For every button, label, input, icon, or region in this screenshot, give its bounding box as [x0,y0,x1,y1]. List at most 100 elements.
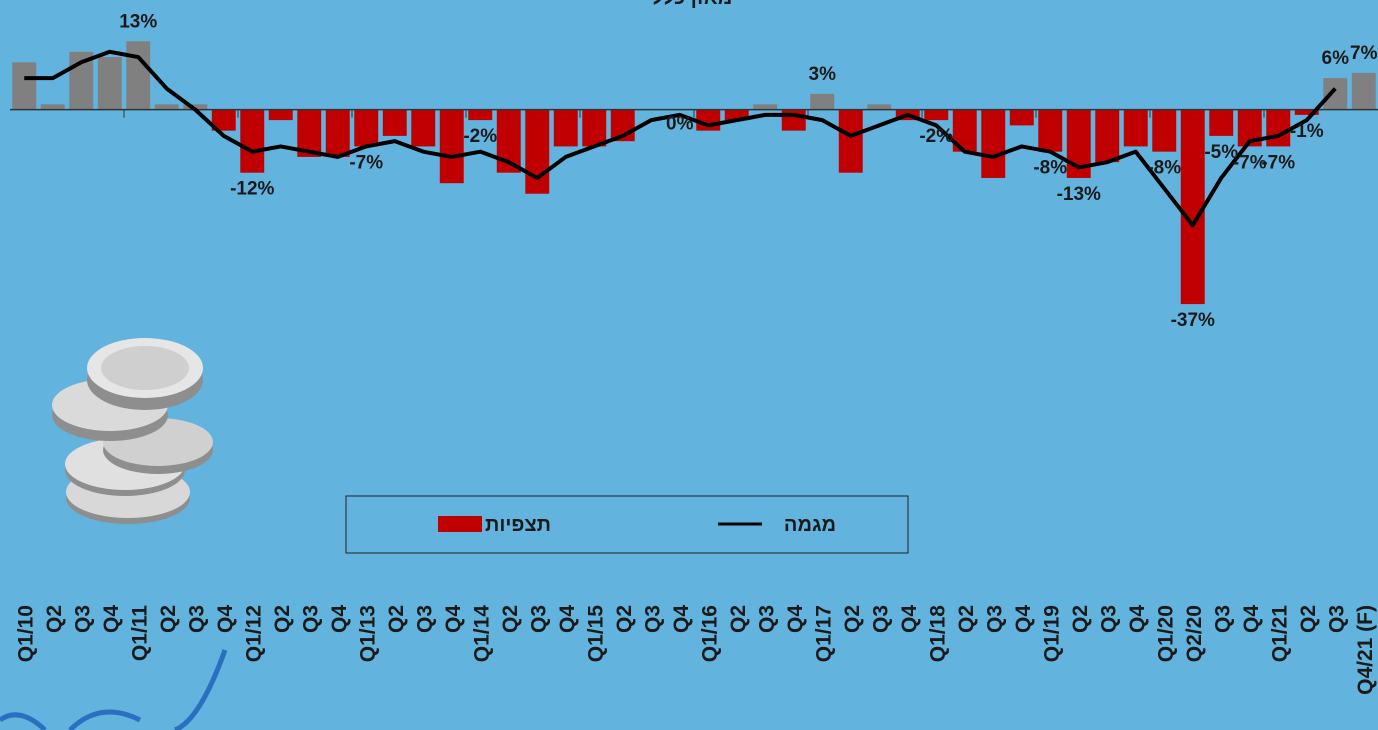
data-label: -8% [1147,158,1181,179]
x-tick-label: Q3 [413,605,436,633]
bar [781,109,806,131]
bar [126,41,151,110]
data-label: -37% [1171,310,1215,331]
bar [1323,78,1348,110]
x-tick-label: Q3 [71,605,94,633]
x-tick-label: Q3 [641,605,664,633]
x-tick-label: Q2 [1069,605,1092,633]
legend-bar-swatch [438,516,482,532]
data-label: 3% [809,64,837,85]
bar [810,93,835,110]
x-tick-label: Q1/13 [356,605,379,662]
bar [582,109,607,147]
x-tick-label: Q4 [898,605,921,633]
bar [1123,109,1148,147]
logo [0,649,228,730]
data-label: -7% [349,152,383,173]
bar [1180,109,1205,305]
bar [553,109,578,147]
x-tick-label: Q4 [1240,605,1263,633]
bar [1266,109,1291,147]
x-tick-label: Q1/21 [1268,605,1291,663]
x-tick-label: Q2 [955,605,978,633]
x-tick-label: Q3 [527,605,550,633]
bar [1009,109,1034,126]
bar [439,109,464,184]
x-tick-label: Q2 [1297,605,1320,633]
data-label: 0% [666,114,694,135]
data-label: -1% [1290,121,1324,142]
x-tick-label: Q2 [613,605,636,633]
bar [468,109,493,121]
x-tick-label: Q1/16 [698,605,721,662]
x-tick-label: Q2 [841,605,864,633]
bar [753,104,778,110]
legend-label: תצפיות [485,514,551,536]
x-tick-label: Q3 [983,605,1006,633]
x-tick-label: Q4/21 (F) [1354,605,1377,695]
legend-label: מגמה [784,514,836,536]
x-tick-label: Q1/17 [812,605,835,662]
x-tick-label: Q1/18 [926,605,949,663]
bar [354,109,379,147]
data-label: -8% [1033,158,1067,179]
bar [1294,109,1319,115]
bar [1066,109,1091,178]
bar [496,109,521,173]
trend-line [24,49,1337,228]
x-tick-label: Q3 [185,605,208,633]
bar [1351,72,1376,110]
bar [1038,109,1063,152]
x-tick-label: Q1/14 [470,605,493,663]
data-label: -2% [463,126,497,147]
x-tick-label: Q3 [1097,605,1120,633]
bar [838,109,863,173]
x-tick-label: Q3 [1211,605,1234,633]
bar [211,109,236,131]
bar [297,109,322,157]
bar [411,109,436,147]
data-label: 13% [119,11,157,32]
x-tick-label: Q2 [271,605,294,633]
data-label: -7% [1261,152,1295,173]
bar [325,109,350,157]
x-tick-label: Q2 [385,605,408,633]
x-tick-label: Q4 [556,605,579,633]
bar [924,109,949,121]
bar [1095,109,1120,163]
x-tick-label: Q1/12 [242,605,265,662]
legend-box [345,495,909,554]
x-tick-label: Q4 [1126,605,1149,633]
x-tick-label: Q4 [784,605,807,633]
x-tick-label: Q3 [1325,605,1348,633]
x-tick-label: Q3 [869,605,892,633]
x-tick-label: Q2/20 [1183,605,1206,662]
x-tick-label: Q4 [214,605,237,633]
x-tick-label: Q1/20 [1154,605,1177,662]
bar [154,104,179,110]
data-label: -5% [1204,142,1238,163]
bar [1152,109,1177,152]
coins-illustration [52,338,213,524]
bar [240,109,265,173]
bar [183,104,208,110]
bar [696,109,721,131]
bar [525,109,550,194]
x-tick-label: Q1/19 [1040,605,1063,662]
bar [97,57,122,110]
x-tick-label: Q2 [499,605,522,633]
bar [382,109,407,136]
x-tick-label: Q4 [100,605,123,633]
x-tick-label: Q3 [755,605,778,633]
x-tick-label: Q1/10 [14,605,37,662]
x-tick-label: Q3 [299,605,322,633]
bar [40,104,65,110]
x-tick-label: Q1/15 [584,605,607,663]
data-label: -13% [1057,184,1101,205]
x-tick-label: Q2 [157,605,180,633]
data-label: 6% [1322,48,1350,69]
x-tick-label: Q2 [727,605,750,633]
data-label: -12% [230,179,274,200]
